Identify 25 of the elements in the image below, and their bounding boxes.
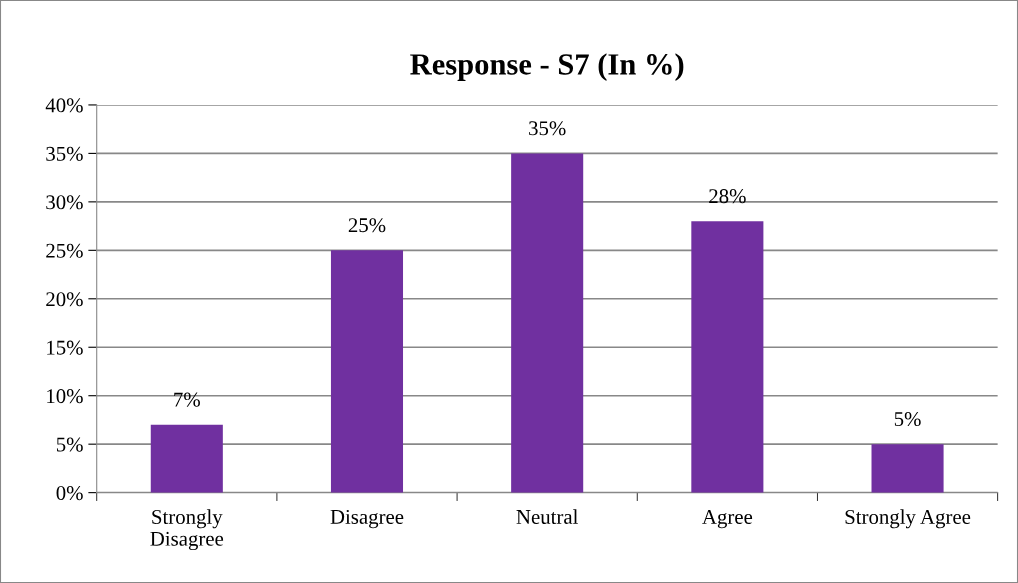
x-tick-label: Neutral xyxy=(516,509,578,524)
data-label: 35% xyxy=(529,121,566,136)
y-tick-label: 35% xyxy=(46,146,83,161)
data-label: 5% xyxy=(894,411,921,427)
data-label: 25% xyxy=(348,218,386,233)
data-label: 28% xyxy=(709,189,746,204)
y-tick-label: 0% xyxy=(56,486,83,501)
bar xyxy=(871,444,944,493)
y-tick-label: 25% xyxy=(46,243,83,258)
bar xyxy=(330,250,404,493)
y-tick-label: 30% xyxy=(46,195,83,210)
chart-title: Response - S7 (In %) xyxy=(410,53,684,81)
x-tick-label: Agree xyxy=(702,509,753,529)
bar xyxy=(150,424,223,493)
x-tick-label: Strongly Disagree xyxy=(150,509,224,551)
data-label: 7% xyxy=(174,392,200,407)
y-tick-label: 40% xyxy=(45,98,83,113)
y-tick-label: 5% xyxy=(56,437,83,452)
bar xyxy=(511,153,584,493)
x-tick-label: Disagree xyxy=(330,509,404,529)
x-tick-label: Strongly Agree xyxy=(845,509,971,529)
bar xyxy=(691,221,764,493)
y-tick-label: 20% xyxy=(46,292,83,307)
y-tick-label: 15% xyxy=(47,340,83,355)
y-tick-label: 10% xyxy=(47,389,83,404)
